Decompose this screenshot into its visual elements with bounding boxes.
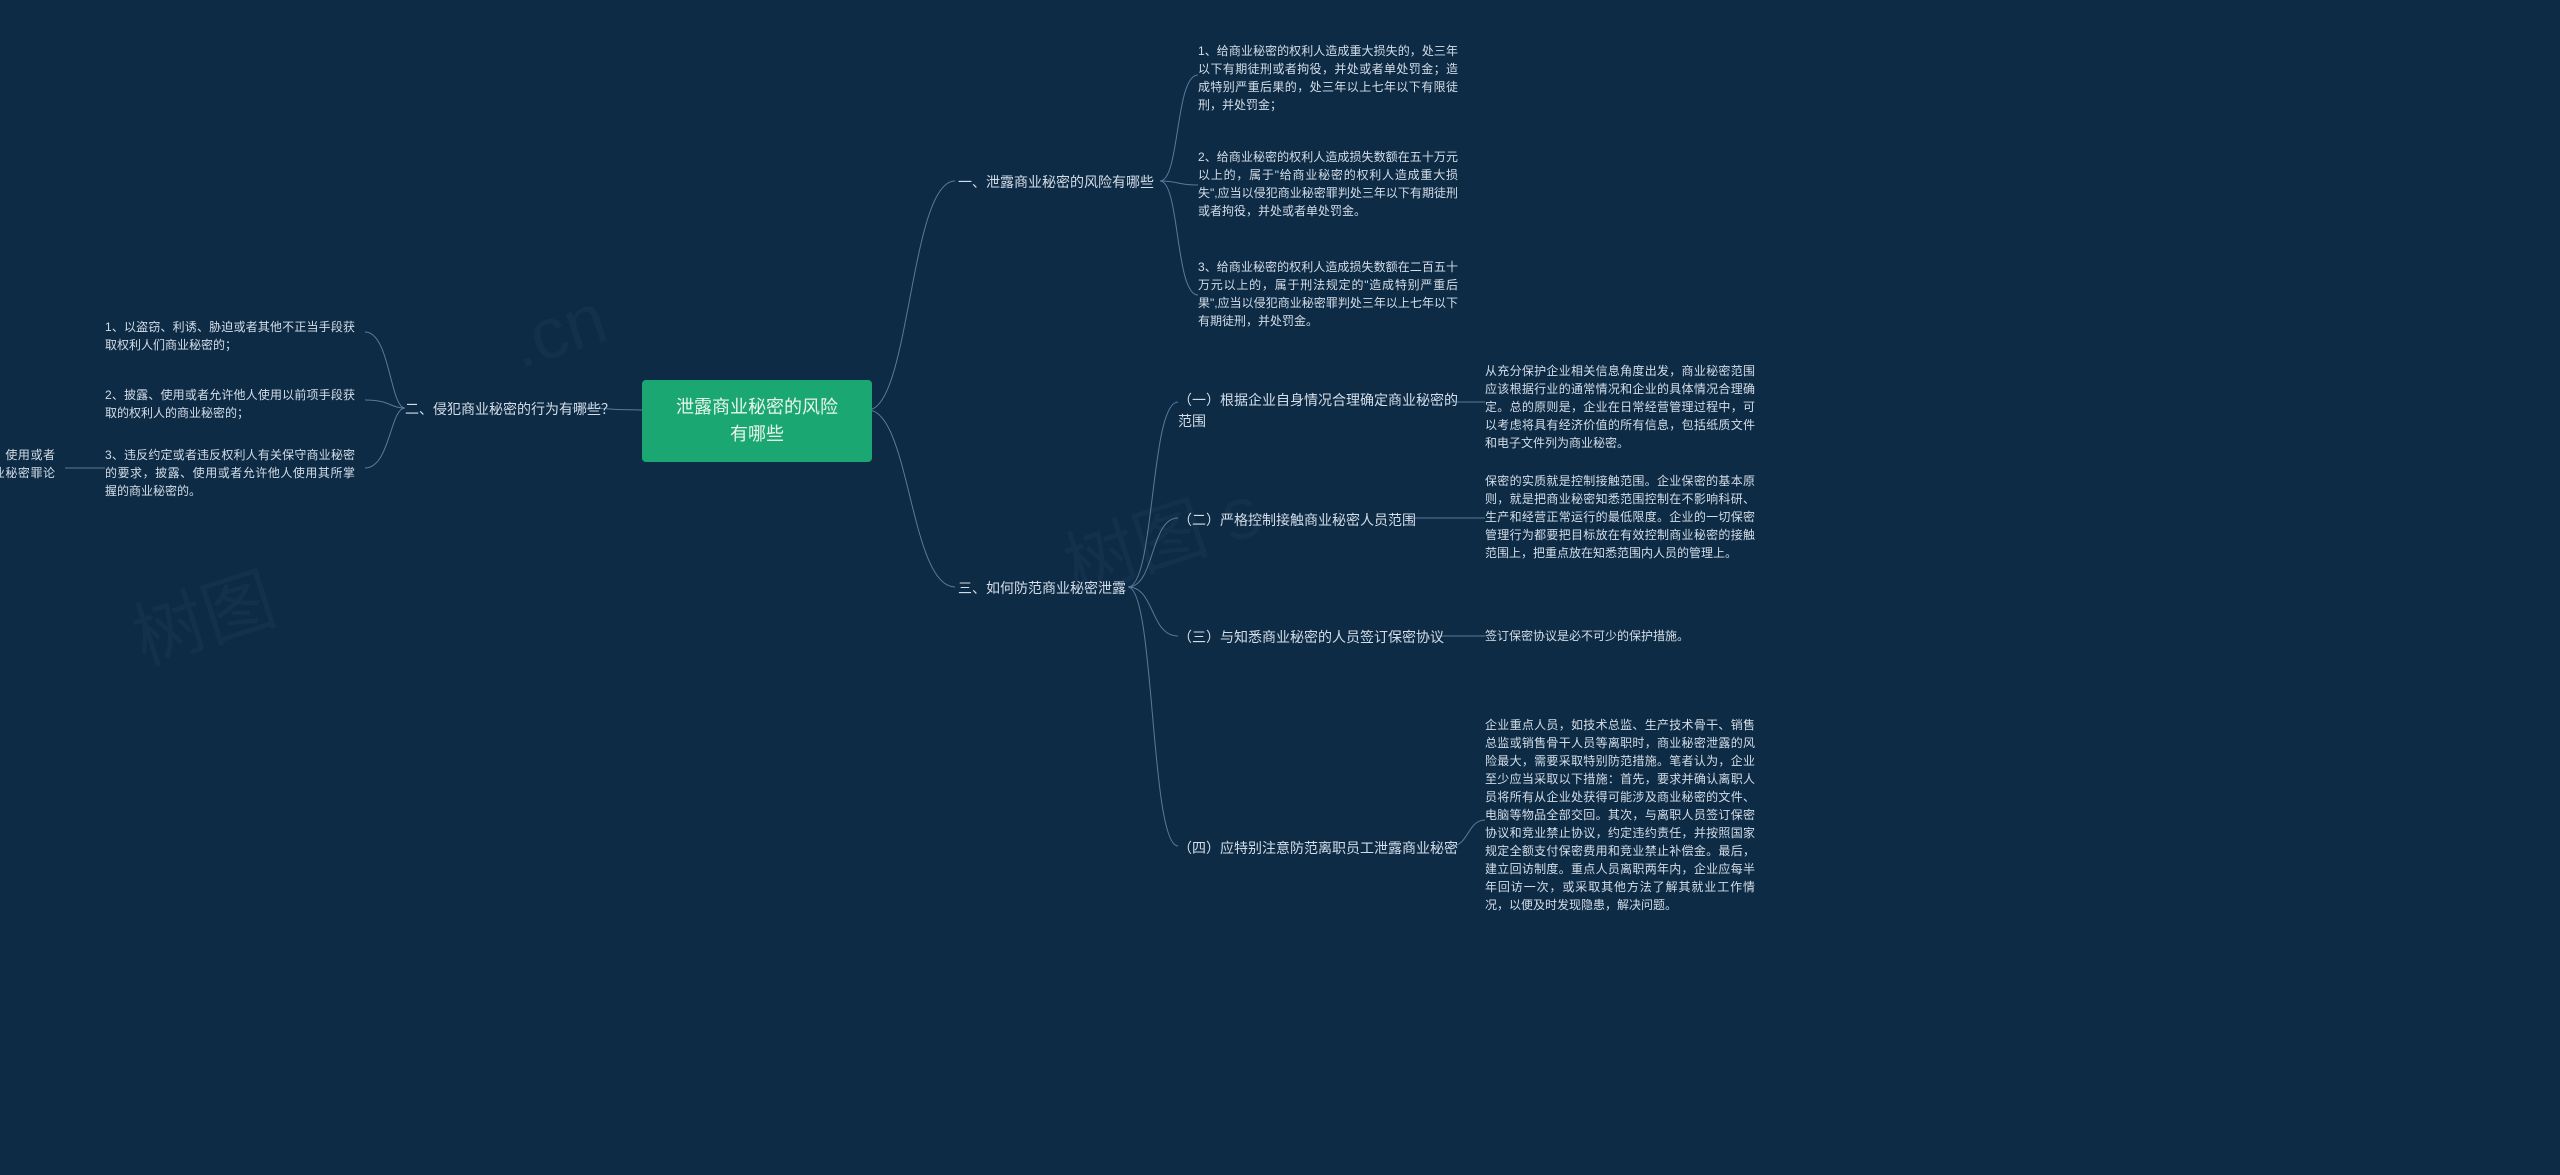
root-node[interactable]: 泄露商业秘密的风险有哪些 xyxy=(642,380,872,462)
branch-3-item-1[interactable]: （一）根据企业自身情况合理确定商业秘密的范围 xyxy=(1178,390,1458,432)
branch-3[interactable]: 三、如何防范商业秘密泄露 xyxy=(958,578,1126,599)
root-label: 泄露商业秘密的风险有哪些 xyxy=(676,397,838,444)
branch-2-item-3-sub[interactable]: 明知或者应知前款所列行为，获取、使用或者披露他人的商业秘密的，以侵犯商业秘密罪论… xyxy=(0,446,55,500)
branch-3-item-1-sub[interactable]: 从充分保护企业相关信息角度出发，商业秘密范围应该根据行业的通常情况和企业的具体情… xyxy=(1485,362,1755,452)
branch-3-item-2[interactable]: （二）严格控制接触商业秘密人员范围 xyxy=(1178,510,1416,531)
branch-3-item-3[interactable]: （三）与知悉商业秘密的人员签订保密协议 xyxy=(1178,627,1444,648)
branch-3-item-4[interactable]: （四）应特别注意防范离职员工泄露商业秘密 xyxy=(1178,838,1458,859)
branch-1-item-1[interactable]: 1、给商业秘密的权利人造成重大损失的，处三年以下有期徒刑或者拘役，并处或者单处罚… xyxy=(1198,42,1458,114)
branch-2-item-1[interactable]: 1、以盗窃、利诱、胁迫或者其他不正当手段获取权利人们商业秘密的； xyxy=(105,318,355,354)
branch-3-item-3-sub[interactable]: 签订保密协议是必不可少的保护措施。 xyxy=(1485,627,1755,645)
branch-3-item-4-sub[interactable]: 企业重点人员，如技术总监、生产技术骨干、销售总监或销售骨干人员等离职时，商业秘密… xyxy=(1485,716,1755,914)
branch-2-item-2[interactable]: 2、披露、使用或者允许他人使用以前项手段获取的权利人的商业秘密的； xyxy=(105,386,355,422)
branch-1-item-3[interactable]: 3、给商业秘密的权利人造成损失数额在二百五十万元以上的，属于刑法规定的"造成特别… xyxy=(1198,258,1458,330)
branch-3-label: 三、如何防范商业秘密泄露 xyxy=(958,580,1126,596)
branch-2[interactable]: 二、侵犯商业秘密的行为有哪些？ xyxy=(405,399,615,420)
branch-1[interactable]: 一、泄露商业秘密的风险有哪些 xyxy=(958,172,1154,193)
branch-1-label: 一、泄露商业秘密的风险有哪些 xyxy=(958,174,1154,190)
branch-2-item-3[interactable]: 3、违反约定或者违反权利人有关保守商业秘密的要求，披露、使用或者允许他人使用其所… xyxy=(105,446,355,500)
branch-3-item-2-sub[interactable]: 保密的实质就是控制接触范围。企业保密的基本原则，就是把商业秘密知悉范围控制在不影… xyxy=(1485,472,1755,562)
branch-1-item-2[interactable]: 2、给商业秘密的权利人造成损失数额在五十万元以上的，属于"给商业秘密的权利人造成… xyxy=(1198,148,1458,220)
watermark: 树图 xyxy=(117,540,286,684)
watermark: .cn xyxy=(500,277,617,385)
branch-2-label: 二、侵犯商业秘密的行为有哪些？ xyxy=(405,401,615,417)
